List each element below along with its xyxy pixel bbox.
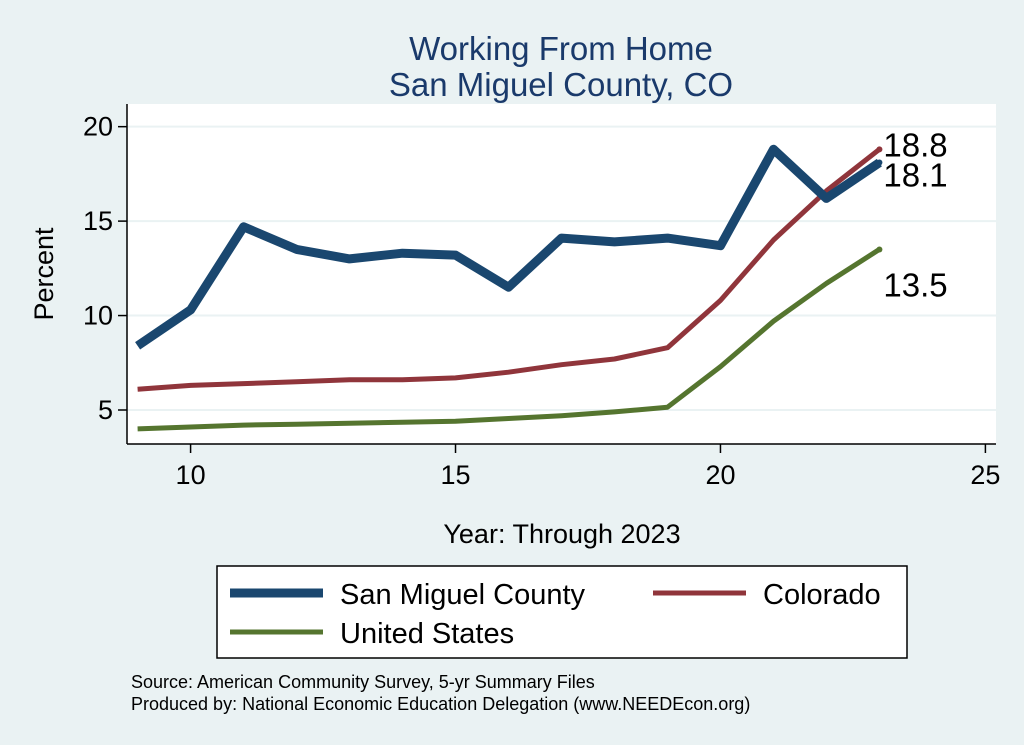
- gridlines: [127, 125, 996, 411]
- x-tick-label-10: 10: [176, 460, 206, 490]
- y-axis-title: Percent: [29, 227, 59, 321]
- legend-label-united-states: United States: [340, 618, 514, 650]
- end-label-united-states: 13.5: [883, 266, 947, 303]
- series-line-united-states: [137, 247, 881, 432]
- end-point-colorado: [876, 146, 883, 153]
- end-label-san-miguel-county: 18.1: [883, 157, 947, 194]
- y-tick-label-10: 10: [83, 301, 113, 331]
- produced-by-line: Produced by: National Economic Education…: [131, 694, 750, 714]
- y-tick-label-15: 15: [83, 206, 113, 236]
- chart-title-line-1: Working From Home: [409, 30, 713, 67]
- chart-title-line-2: San Miguel County, CO: [389, 66, 733, 103]
- y-tick-label-20: 20: [83, 112, 113, 142]
- legend-label-san-miguel: San Miguel County: [340, 579, 586, 611]
- x-tick-label-25: 25: [970, 460, 1000, 490]
- series-line-colorado: [137, 147, 881, 392]
- end-label-colorado: 18.8: [883, 126, 947, 163]
- axes: 5 10 15 20 10 15 20 25: [83, 104, 1000, 490]
- x-tick-label-15: 15: [441, 460, 471, 490]
- end-point-san-miguel-county: [876, 159, 883, 166]
- legend-box: [216, 565, 908, 659]
- end-point-united-states: [876, 246, 883, 253]
- source-line: Source: American Community Survey, 5-yr …: [131, 672, 595, 692]
- plot-area: [127, 104, 996, 444]
- series-line-san-miguel-county: [135, 144, 882, 350]
- x-axis-title: Year: Through 2023: [443, 519, 680, 549]
- y-tick-label-5: 5: [98, 395, 113, 425]
- legend-label-colorado: Colorado: [763, 579, 881, 611]
- legend: San Miguel County Colorado United States: [216, 565, 908, 659]
- series-lines: [135, 144, 883, 432]
- x-tick-label-20: 20: [705, 460, 735, 490]
- end-labels: 18.118.8 13.5: [883, 126, 947, 303]
